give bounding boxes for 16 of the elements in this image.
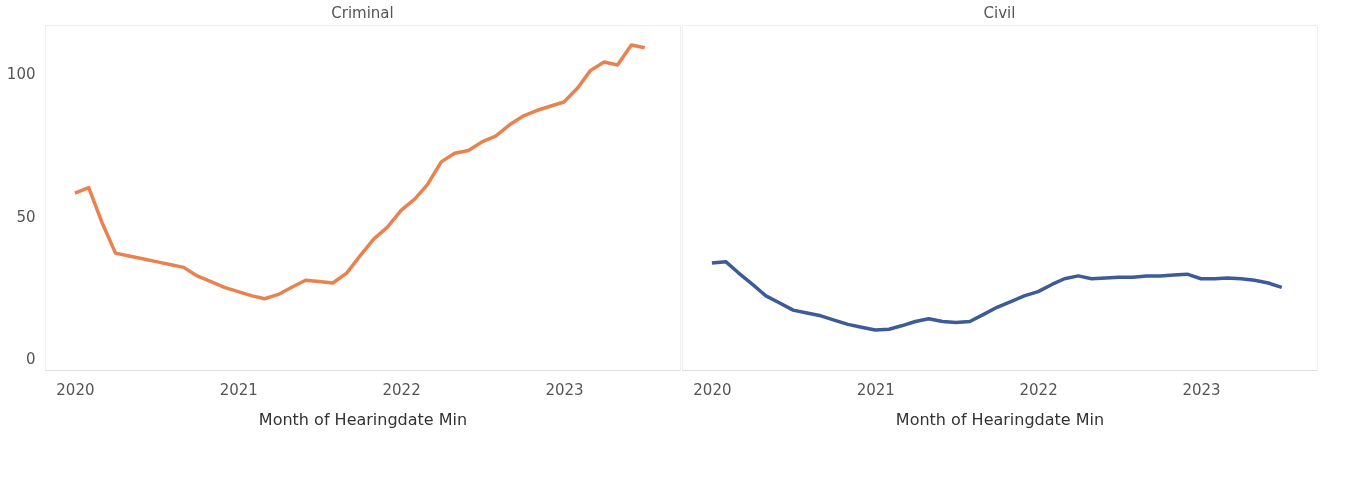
chart-title: Criminal xyxy=(331,4,394,22)
y-tick-label: 100 xyxy=(6,64,36,83)
x-tick-label: 2023 xyxy=(1182,380,1221,399)
x-axis-title: Month of Hearingdate Min xyxy=(895,409,1105,429)
x-tick-label: 2022 xyxy=(382,380,421,399)
x-tick-label: 2023 xyxy=(545,380,584,399)
y-tick-label: 0 xyxy=(25,350,36,369)
x-tick-label: 2021 xyxy=(219,380,258,399)
line-series xyxy=(73,43,647,301)
x-axis-title: Month of Hearingdate Min xyxy=(258,409,468,429)
x-tick-label: 2020 xyxy=(693,380,732,399)
x-tick-label: 2020 xyxy=(56,380,95,399)
x-tick-label: 2021 xyxy=(856,380,895,399)
y-tick-label: 50 xyxy=(16,207,36,226)
chart-title: Civil xyxy=(983,4,1016,22)
x-tick-label: 2022 xyxy=(1019,380,1058,399)
